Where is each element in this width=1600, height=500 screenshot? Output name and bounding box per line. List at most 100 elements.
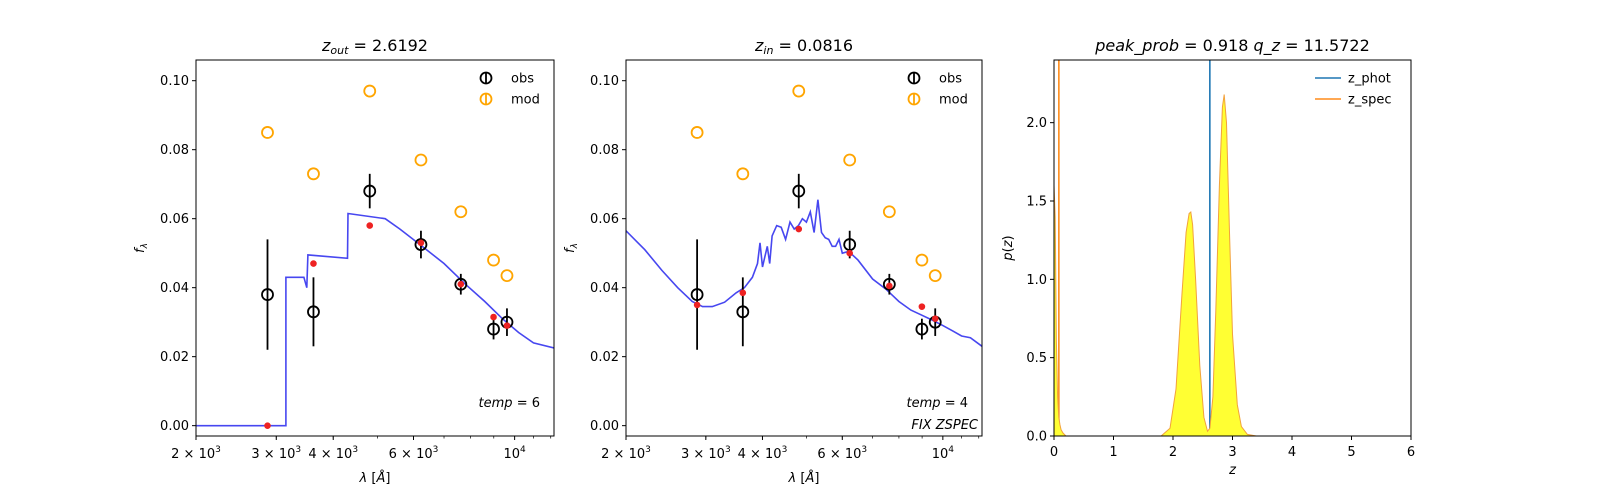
x-tick-label: 2 × 103 [171, 445, 221, 462]
axes-frame [195, 59, 555, 437]
y-axis-label: fλ [133, 243, 150, 253]
obs-point [454, 277, 468, 291]
plot-area [626, 84, 982, 350]
y-tick-label: 1.0 [1026, 273, 1047, 288]
mod-point [414, 153, 428, 167]
legend-z-spec-label: z_spec [1348, 93, 1392, 108]
y-tick-label: 2.0 [1026, 116, 1047, 131]
model-flux-point [693, 301, 701, 309]
x-tick-label: 5 [1347, 445, 1355, 460]
obs-point [261, 288, 274, 301]
model-flux-point [503, 322, 511, 329]
y-tick-label: 0.5 [1026, 351, 1047, 366]
mod-point [690, 126, 704, 139]
model-flux-point [739, 289, 747, 297]
mod-point [363, 84, 377, 98]
x-tick-label: 2 × 103 [601, 445, 651, 462]
mod-point [843, 153, 857, 167]
x-tick-label: 3 × 103 [681, 445, 731, 462]
obs-point [487, 322, 500, 336]
mod-point [792, 84, 806, 98]
x-tick-label: 104 [503, 445, 526, 462]
mod-point [454, 205, 468, 219]
mod-point [487, 253, 500, 267]
x-tick-label: 4 × 103 [308, 445, 358, 462]
obs-point [736, 305, 750, 319]
pz-plot: 0.0 0.5 1.0 1.5 2.0 0 1 2 3 4 5 6 z p(z) peak_prob = 0… [1001, 36, 1415, 478]
y-tick-label: 0.04 [590, 281, 619, 296]
model-flux-point [931, 315, 939, 323]
model-flux-point [918, 303, 926, 310]
x-tick-label: 1 [1109, 445, 1117, 460]
y-tick-label: 0.02 [590, 350, 619, 365]
x-axis-label: z [1228, 463, 1237, 478]
y-tick-label: 0.04 [160, 281, 189, 296]
legend-mod-label: mod [511, 93, 540, 108]
chart-title: zin = 0.0816 [754, 36, 853, 57]
y-axis-label: p(z) [1001, 235, 1016, 261]
model-flux-point [846, 249, 853, 257]
legend-obs-label: obs [939, 72, 962, 87]
legend-obs-marker [479, 71, 493, 85]
plot-area [1054, 60, 1352, 436]
template-annotation: temp = 6 [479, 396, 540, 411]
plot-area [196, 84, 554, 429]
x-tick-label: 0 [1050, 445, 1058, 460]
obs-point [363, 184, 377, 198]
y-tick-label: 0.02 [160, 350, 189, 365]
y-tick-label: 0.06 [160, 212, 189, 227]
x-tick-label: 4 × 103 [738, 445, 788, 462]
mod-point [928, 269, 942, 282]
mod-point [882, 205, 896, 219]
legend-mod-marker [907, 92, 921, 106]
template-annotation: temp = 4 [907, 396, 968, 411]
x-tick-label: 4 [1288, 445, 1296, 460]
x-axis-label: λ [Å] [788, 470, 820, 486]
model-flux-point [417, 239, 425, 247]
sed-plot-zout: 0.00 0.02 0.04 0.06 0.08 0.10 2 × 103 3 × 103 4 … [133, 36, 555, 486]
legend-mod-marker [479, 92, 493, 106]
model-flux-point [310, 260, 317, 267]
axes-frame [625, 59, 983, 437]
obs-point [915, 322, 929, 336]
x-tick-label: 104 [932, 445, 955, 462]
x-tick-label: 3 × 103 [251, 445, 301, 462]
obs-point [307, 305, 320, 319]
obs-point [414, 238, 428, 251]
obs-point [690, 288, 704, 301]
model-flux-point [490, 313, 497, 321]
model-flux-point [457, 280, 465, 288]
legend-obs-marker [907, 71, 921, 85]
mod-point [261, 126, 274, 139]
mod-point [307, 167, 320, 181]
model-flux-point [366, 222, 374, 229]
x-tick-label: 6 × 103 [389, 445, 439, 462]
obs-point [792, 184, 806, 198]
obs-point [882, 277, 896, 291]
y-tick-label: 0.10 [590, 74, 619, 89]
y-tick-label: 0.08 [590, 143, 619, 158]
legend-mod-label: mod [939, 93, 968, 108]
x-tick-label: 6 × 103 [817, 445, 867, 462]
mod-point [915, 253, 929, 267]
pz-curve [1054, 94, 1352, 436]
mod-point [500, 269, 514, 282]
x-tick-label: 2 [1169, 445, 1177, 460]
fix-zspec-annotation: FIX ZSPEC [911, 418, 979, 433]
chart-title: zout = 2.6192 [321, 36, 428, 57]
chart-title: peak_prob = 0.918 q_z = 11.5722 [1094, 36, 1370, 56]
legend-z-phot-label: z_phot [1348, 72, 1391, 87]
y-tick-label: 0.0 [1026, 430, 1047, 445]
model-flux-point [264, 422, 271, 429]
x-tick-label: 6 [1407, 445, 1415, 460]
y-tick-label: 0.06 [590, 212, 619, 227]
y-tick-label: 1.5 [1026, 195, 1047, 210]
y-tick-label: 0.08 [160, 143, 189, 158]
y-tick-label: 0.10 [160, 74, 189, 89]
x-tick-label: 3 [1228, 445, 1236, 460]
model-flux-point [795, 225, 803, 233]
mod-point [736, 167, 750, 181]
y-axis-label: fλ [563, 243, 580, 253]
sed-plot-zin: 0.00 0.02 0.04 0.06 0.08 0.10 2 × 103 3 × 103 4 … [563, 36, 983, 486]
